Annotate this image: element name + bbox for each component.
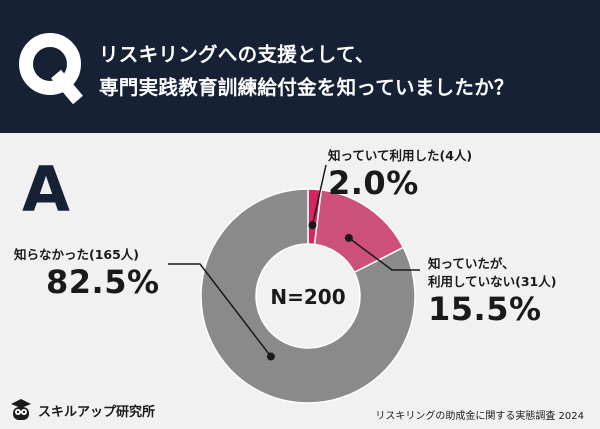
category-label-unknown: 知らなかった(165人) <box>14 247 140 262</box>
brand-logo: スキルアップ研究所 <box>8 398 155 422</box>
value-label-known-used: 2.0% <box>328 164 419 202</box>
q-icon <box>19 33 83 105</box>
source-note: リスキリングの助成金に関する実態調査 2024 <box>375 411 584 422</box>
question-header: リスキリングへの支援として、 専門実践教育訓練給付金を知っていましたか？ <box>0 0 600 133</box>
answer-letter: A <box>22 153 70 226</box>
question-text: リスキリングへの支援として、 専門実践教育訓練給付金を知っていましたか？ <box>99 38 594 104</box>
category-label-known-unused-1: 知っていたが、 <box>428 256 515 271</box>
label-unknown: 知らなかった(165人) 82.5% <box>14 246 160 300</box>
category-label-known-used: 知っていて利用した(4人) <box>328 148 473 163</box>
value-label-known-unused: 15.5% <box>428 290 542 328</box>
leader-dot-known-unused <box>344 233 353 242</box>
leader-line-known-used <box>311 164 327 226</box>
leader-dot-unknown <box>266 352 275 361</box>
value-label-unknown: 82.5% <box>46 263 160 301</box>
center-label: N=200 <box>270 285 345 309</box>
question-line-1: リスキリングへの支援として、 <box>99 43 375 66</box>
donut-slice-unknown <box>200 188 416 404</box>
owl-icon <box>11 399 31 420</box>
label-known-used: 知っていて利用した(4人) 2.0% <box>328 147 472 201</box>
question-line-2: 専門実践教育訓練給付金を知っていましたか？ <box>99 76 514 99</box>
leader-line-known-unused <box>348 237 420 271</box>
category-label-known-unused-2: 利用していない(31人) <box>428 274 557 289</box>
leader-dot-known-used <box>308 221 317 230</box>
label-known-unused: 知っていたが、 利用していない(31人) 15.5% <box>428 255 556 327</box>
brand-name: スキルアップ研究所 <box>38 404 156 420</box>
leader-line-unknown <box>168 263 272 357</box>
